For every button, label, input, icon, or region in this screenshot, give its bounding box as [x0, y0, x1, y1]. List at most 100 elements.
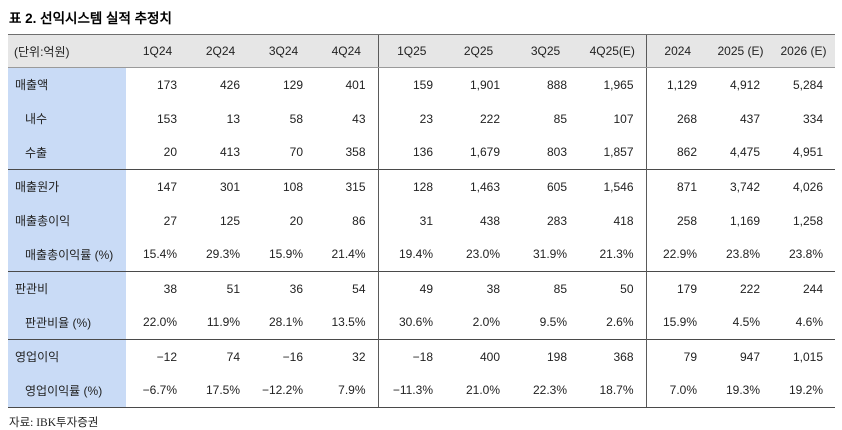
cell-value: −6.7% [126, 373, 189, 408]
row-label: 수출 [8, 135, 126, 170]
cell-value: 15.9% [645, 305, 709, 340]
cell-value: 358 [345, 145, 366, 160]
table-row: 영업이익률 (%) −6.7% 17.5% −12.2% 7.9% −11.3% 21.0%… [8, 373, 835, 408]
cell-value: 1,546 [579, 169, 646, 204]
row-label: 내수 [8, 101, 126, 136]
row-label: 영업이익률 (%) [8, 373, 126, 408]
cell-value: 4,026 [772, 169, 835, 204]
cell-value: 5,284 [792, 77, 823, 92]
cell-value: 13 [226, 111, 240, 126]
cell-value: −11.3% [377, 373, 445, 408]
cell-value: 7.0% [645, 373, 709, 408]
table-body: 매출액 173 426 129 401 159 1,901 888 1,965 1,129 4,91… [8, 67, 835, 408]
cell-value: 22.0% [142, 315, 177, 330]
cell-value: 426 [219, 77, 240, 92]
cell-value: 70 [289, 145, 303, 160]
table-row: 매출원가 147 301 108 315 128 1,463 605 1,546 871 3,742… [8, 169, 835, 204]
row-label: 매출총이익 [8, 203, 126, 238]
cell-value: 4,475 [729, 145, 760, 160]
cell-value: 28.1% [268, 315, 303, 330]
cell-value: 1,857 [603, 145, 634, 160]
cell-value: 147 [126, 169, 189, 204]
cell-value: 107 [613, 111, 634, 126]
cell-value: 438 [479, 213, 500, 228]
cell-value: 21.4% [331, 247, 366, 262]
cell-value: 1,169 [729, 213, 760, 228]
column-header-4q25-e-: 4Q25(E) [579, 34, 646, 68]
cell-value: 400 [445, 339, 512, 374]
cell-value: 153 [156, 111, 177, 126]
column-header-2025-e-: 2025 (E) [709, 34, 772, 68]
cell-value: 605 [512, 169, 579, 204]
cell-value: 74 [189, 339, 252, 374]
header-row: (단위:억원) 1Q24 2Q24 3Q24 4Q24 1Q25 2Q25 3Q25 4Q25(… [8, 34, 835, 68]
cell-value: 19.4% [377, 237, 445, 272]
cell-value: 4,912 [729, 77, 760, 92]
cell-value: 128 [377, 169, 445, 204]
cell-value: 1,679 [469, 145, 500, 160]
cell-value: 27 [163, 213, 177, 228]
table-row: 매출총이익 27 125 20 86 31 438 283 418 258 1,169 1,258 [8, 203, 835, 238]
earnings-estimate-table: (단위:억원) 1Q24 2Q24 3Q24 4Q24 1Q25 2Q25 3Q25 4Q25(… [8, 34, 835, 408]
cell-value: −16 [252, 339, 315, 374]
cell-value: 334 [802, 111, 823, 126]
column-header-4q24: 4Q24 [315, 34, 378, 68]
cell-value: 58 [289, 111, 303, 126]
cell-value: 315 [315, 169, 378, 204]
cell-value: 36 [252, 271, 315, 306]
cell-value: 11.9% [206, 315, 240, 330]
cell-value: 173 [156, 77, 177, 92]
cell-value: 368 [579, 339, 646, 374]
cell-value: 21.0% [445, 373, 512, 408]
cell-value: 50 [579, 271, 646, 306]
cell-value: 49 [377, 271, 445, 306]
cell-value: 9.5% [539, 315, 567, 330]
cell-value: 38 [126, 271, 189, 306]
cell-value: 1,129 [645, 67, 709, 102]
cell-value: 7.9% [315, 373, 378, 408]
table-row: 내수 153 13 58 43 23 222 85 107 268 437 334 [8, 101, 835, 136]
cell-value: 301 [189, 169, 252, 204]
column-header-1q25: 1Q25 [377, 34, 445, 68]
cell-value: 803 [546, 145, 567, 160]
cell-value: −18 [377, 339, 445, 374]
table-row: 매출액 173 426 129 401 159 1,901 888 1,965 1,129 4,91… [8, 67, 835, 102]
cell-value: 283 [546, 213, 567, 228]
cell-value: 136 [377, 135, 445, 170]
cell-value: 19.2% [772, 373, 835, 408]
table-row: 판관비 38 51 36 54 49 38 85 50 179 222 244 [8, 271, 835, 306]
row-label: 매출원가 [8, 169, 126, 204]
cell-value: 4,951 [792, 145, 823, 160]
cell-value: 222 [479, 111, 500, 126]
cell-value: 2.6% [606, 315, 634, 330]
cell-value: −12 [126, 339, 189, 374]
cell-value: 268 [645, 101, 709, 136]
column-header-2024: 2024 [645, 34, 709, 68]
row-label: 판관비율 (%) [8, 305, 126, 340]
source-note: 자료: IBK투자증권 [9, 417, 99, 429]
table-row: 영업이익 −12 74 −16 32 −18 400 198 368 79 947 1,015 [8, 339, 835, 374]
cell-value: 437 [739, 111, 760, 126]
cell-value: 23.8% [788, 247, 823, 262]
cell-value: 29.3% [205, 247, 240, 262]
cell-value: 258 [645, 203, 709, 238]
cell-value: 54 [315, 271, 378, 306]
cell-value: 1,015 [772, 339, 835, 374]
cell-value: 222 [709, 271, 772, 306]
cell-value: 129 [282, 77, 303, 92]
cell-value: 418 [613, 213, 634, 228]
cell-value: 38 [445, 271, 512, 306]
cell-value: 4.6% [795, 315, 823, 330]
row-label: 매출액 [8, 67, 126, 102]
cell-value: 108 [252, 169, 315, 204]
table-row: 수출 20 413 70 358 136 1,679 803 1,857 862 4,475 4,95… [8, 135, 835, 170]
cell-value: 947 [709, 339, 772, 374]
table-row: 판관비율 (%) 22.0% 11.9% 28.1% 13.5% 30.6% 2.0% 9.5… [8, 305, 835, 340]
cell-value: 20 [289, 213, 303, 228]
cell-value: 23 [377, 101, 445, 136]
cell-value: 19.3% [709, 373, 772, 408]
cell-value: 401 [345, 77, 366, 92]
column-header-2q25: 2Q25 [445, 34, 512, 68]
unit-label: (단위:억원) [8, 34, 126, 68]
